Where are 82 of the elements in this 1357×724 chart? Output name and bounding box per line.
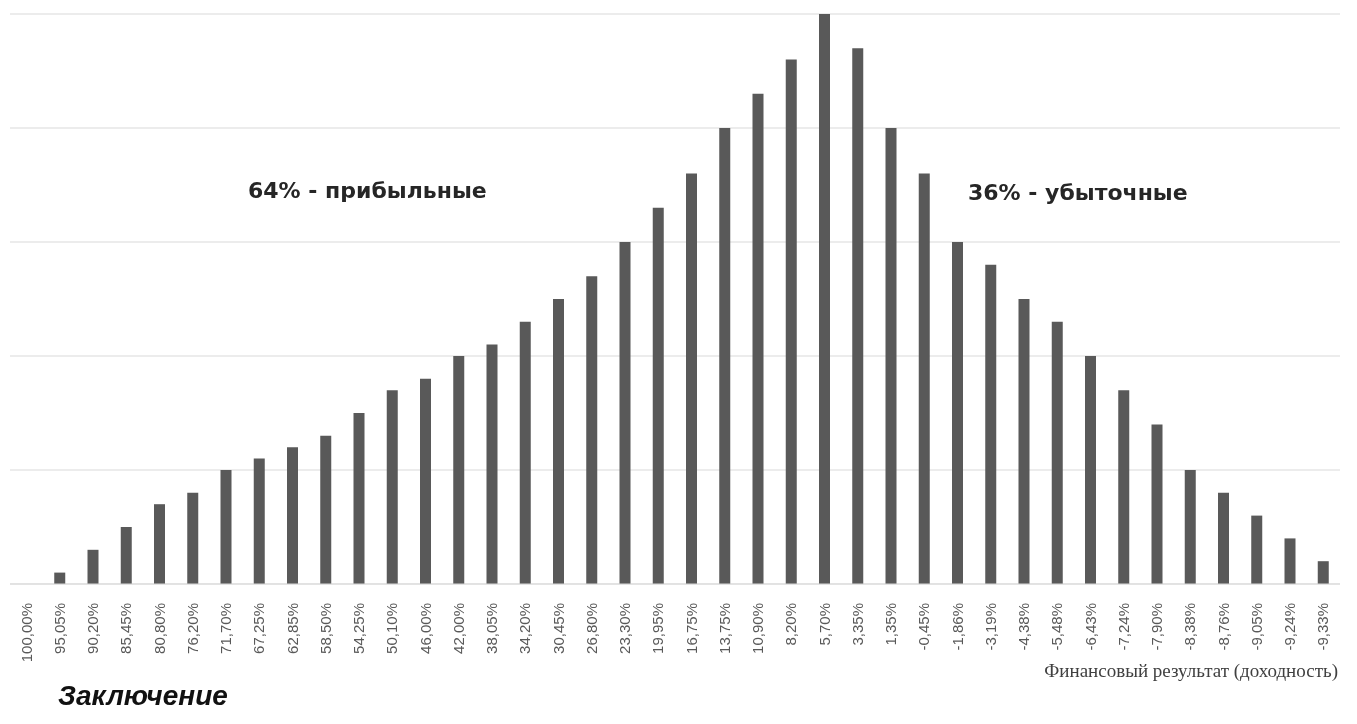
- x-tick-label: -6,43%: [1081, 603, 1099, 651]
- x-tick-label: 71,70%: [217, 603, 235, 654]
- bar: [220, 470, 232, 584]
- x-tick-label: 50,10%: [383, 603, 401, 654]
- x-tick-label: 5,70%: [815, 603, 833, 646]
- x-tick-label: -0,45%: [915, 603, 933, 651]
- bar: [1018, 299, 1030, 584]
- bar: [1085, 356, 1096, 584]
- bar: [719, 128, 731, 584]
- bar: [1284, 538, 1296, 584]
- bar: [519, 321, 531, 584]
- x-tick-label: -4,38%: [1015, 603, 1033, 651]
- bar: [320, 435, 332, 584]
- bar: [420, 378, 431, 584]
- bar: [1184, 470, 1196, 584]
- x-tick-label: 42,00%: [449, 603, 467, 654]
- bar: [553, 299, 564, 584]
- x-tick-label: 8,20%: [782, 603, 800, 646]
- x-tick-label: 54,25%: [350, 603, 368, 654]
- bar: [1051, 321, 1063, 584]
- bar: [785, 59, 797, 584]
- x-tick-label: 38,05%: [483, 603, 501, 654]
- x-tick-label: -8,38%: [1181, 603, 1199, 651]
- x-tick-label: -9,24%: [1281, 603, 1299, 651]
- bar: [586, 276, 598, 584]
- bar: [486, 344, 498, 584]
- x-tick-label: 1,35%: [882, 603, 900, 646]
- bar: [619, 242, 631, 584]
- x-tick-label: -7,24%: [1114, 603, 1132, 651]
- x-tick-label: 3,35%: [848, 603, 866, 646]
- x-tick-label: 16,75%: [682, 603, 700, 654]
- bar: [154, 504, 165, 584]
- bar: [752, 93, 764, 584]
- x-tick-label: -7,90%: [1148, 603, 1166, 651]
- x-tick-label: 34,20%: [516, 603, 534, 654]
- bar: [686, 173, 697, 584]
- bar: [353, 413, 365, 584]
- x-tick-label: -1,86%: [948, 603, 966, 651]
- x-tick-label: 10,90%: [749, 603, 767, 654]
- x-tick-label: 19,95%: [649, 603, 667, 654]
- x-tick-label: 30,45%: [549, 603, 567, 654]
- bar: [885, 128, 897, 584]
- bar: [952, 242, 963, 584]
- x-tick-label: 85,45%: [117, 603, 135, 654]
- x-axis-title: Финансовый результат (доходность): [1044, 660, 1338, 682]
- x-tick-label: 76,20%: [183, 603, 201, 654]
- text: Заключение: [58, 680, 228, 712]
- bar: [1118, 390, 1130, 584]
- bar: [187, 492, 199, 584]
- bar: [918, 173, 930, 584]
- bar: [652, 207, 664, 584]
- x-tick-label: 23,30%: [616, 603, 634, 654]
- x-tick-label: -9,33%: [1314, 603, 1332, 651]
- annotation: 64% - прибыльные: [248, 178, 487, 203]
- x-tick-label: 67,25%: [250, 603, 268, 654]
- x-tick-label: 90,20%: [84, 603, 102, 654]
- bar: [1151, 424, 1163, 584]
- x-tick-label: 58,50%: [316, 603, 334, 654]
- x-tick-label: 100,00%: [17, 603, 35, 663]
- bar: [120, 527, 132, 584]
- bar: [819, 14, 830, 584]
- bar: [287, 447, 298, 584]
- bar: [386, 390, 398, 584]
- bar: [852, 48, 864, 584]
- x-tick-label: 80,80%: [150, 603, 168, 654]
- annotation: 36% - убыточные: [968, 180, 1188, 205]
- x-tick-label: -9,05%: [1247, 603, 1265, 651]
- x-tick-label: -8,76%: [1214, 603, 1232, 651]
- bar: [253, 458, 265, 584]
- x-tick-label: 26,80%: [582, 603, 600, 654]
- x-tick-label: -5,48%: [1048, 603, 1066, 651]
- bar: [453, 356, 465, 584]
- bar: [1317, 561, 1329, 584]
- bar: [985, 264, 997, 584]
- x-tick-label: 46,00%: [416, 603, 434, 654]
- x-tick-label: 95,05%: [50, 603, 68, 654]
- x-tick-label: 13,75%: [715, 603, 733, 654]
- x-tick-label: 62,85%: [283, 603, 301, 654]
- bar: [1251, 515, 1263, 584]
- bar: [87, 549, 99, 584]
- x-tick-label: -3,19%: [981, 603, 999, 651]
- bar: [1218, 492, 1229, 584]
